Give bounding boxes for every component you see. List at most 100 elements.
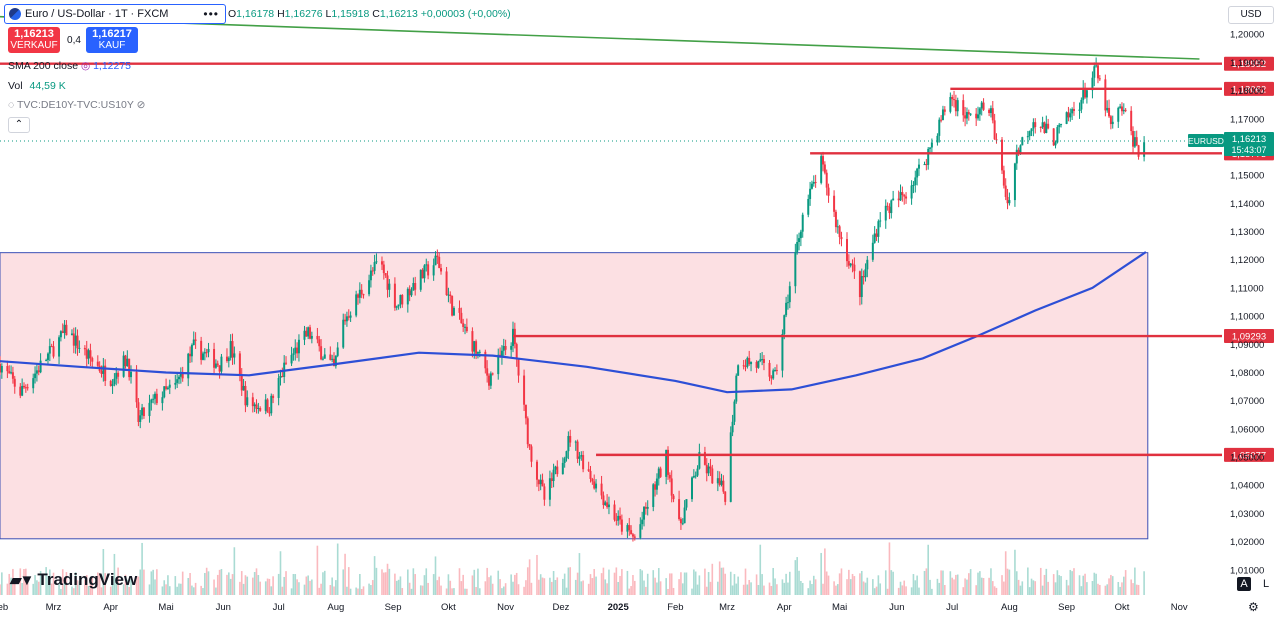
candle-body bbox=[270, 395, 273, 414]
candle-body bbox=[975, 113, 978, 119]
volume-bar bbox=[652, 570, 655, 595]
volume-bar bbox=[202, 588, 204, 595]
volume-bar bbox=[931, 588, 933, 595]
candle-body bbox=[375, 261, 378, 263]
volume-bar bbox=[174, 576, 177, 595]
candle-body bbox=[126, 358, 129, 367]
volume-bar bbox=[980, 577, 983, 595]
candle-body bbox=[342, 319, 345, 348]
candle-body bbox=[550, 478, 553, 482]
volume-bar bbox=[884, 570, 887, 595]
volume-bar bbox=[523, 586, 525, 595]
sma-settings-icon[interactable]: ◎ bbox=[80, 60, 91, 72]
volume-bar bbox=[851, 573, 854, 595]
volume-bar bbox=[1028, 587, 1031, 595]
y-tick-label: 1,14000 bbox=[1230, 199, 1264, 210]
symbol-title-box[interactable]: Euro / US-Dollar · 1T · FXCM ••• bbox=[4, 4, 226, 24]
volume-bar bbox=[359, 573, 361, 595]
log-scale-button[interactable]: L bbox=[1262, 578, 1270, 590]
volume-bar bbox=[659, 581, 662, 595]
candle-body bbox=[259, 408, 262, 411]
candle-body bbox=[834, 211, 837, 228]
compare-indicator-legend[interactable]: ◌ TVC:DE10Y-TVC:US10Y ⊘ bbox=[8, 99, 146, 111]
candle-body bbox=[995, 139, 998, 141]
candle-body bbox=[1084, 88, 1087, 98]
x-tick-label: Aug bbox=[1001, 602, 1018, 613]
volume-bar bbox=[903, 580, 906, 595]
candle-body bbox=[587, 469, 590, 471]
sell-button[interactable]: 1,16213 VERKAUF bbox=[8, 27, 60, 53]
volume-bar bbox=[886, 588, 889, 595]
candle-body bbox=[633, 536, 636, 538]
volume-bar bbox=[1067, 585, 1070, 595]
candle-body bbox=[731, 421, 734, 433]
candle-body bbox=[563, 458, 566, 463]
volume-bar bbox=[602, 567, 605, 595]
volume-bar bbox=[1008, 569, 1011, 595]
candle-body bbox=[91, 358, 94, 362]
gear-icon[interactable]: ⚙ bbox=[1248, 600, 1259, 614]
candle-body bbox=[711, 468, 714, 484]
x-tick-label: Okt bbox=[441, 602, 456, 613]
candle-body bbox=[1120, 106, 1123, 112]
volume-bar bbox=[323, 570, 326, 595]
candle-body bbox=[775, 369, 778, 371]
candle-body bbox=[672, 495, 675, 500]
candle-body bbox=[678, 499, 681, 520]
volume-bar bbox=[1054, 582, 1057, 595]
candle-body bbox=[1001, 139, 1004, 171]
hidden-eye-icon[interactable]: ⊘ bbox=[136, 99, 146, 111]
candle-body bbox=[336, 347, 339, 356]
auto-scale-button[interactable]: A bbox=[1237, 577, 1251, 591]
volume-bar bbox=[606, 583, 608, 595]
volume-bar bbox=[178, 583, 180, 595]
candle-body bbox=[668, 474, 671, 479]
candle-body bbox=[788, 286, 791, 303]
volume-bar bbox=[925, 568, 928, 595]
candle-body bbox=[912, 184, 915, 186]
candle-body bbox=[641, 519, 644, 525]
volume-bar bbox=[32, 583, 35, 595]
candle-body bbox=[690, 477, 693, 500]
candle-body bbox=[150, 399, 153, 403]
volume-bar bbox=[462, 574, 464, 595]
volume-bar bbox=[1041, 585, 1044, 595]
volume-bar bbox=[357, 588, 359, 595]
candle-body bbox=[233, 353, 236, 358]
sma-indicator-legend[interactable]: SMA 200 close ◎ 1,12275 bbox=[8, 60, 132, 72]
candle-body bbox=[744, 365, 747, 367]
volume-indicator-legend[interactable]: Vol 44,59 K bbox=[8, 80, 66, 92]
more-options-icon[interactable]: ••• bbox=[203, 7, 219, 21]
volume-bar bbox=[150, 571, 153, 595]
y-tick-label: 1,04000 bbox=[1230, 481, 1264, 492]
volume-bar bbox=[949, 571, 952, 595]
chevron-up-icon[interactable]: ⌃ bbox=[8, 117, 30, 133]
volume-bar bbox=[152, 569, 154, 595]
volume-bar bbox=[1069, 569, 1072, 595]
volume-bar bbox=[794, 560, 797, 595]
volume-bar bbox=[388, 568, 391, 595]
volume-bar bbox=[646, 573, 649, 595]
volume-bar bbox=[1027, 567, 1029, 595]
volume-bar bbox=[113, 553, 116, 595]
volume-bar bbox=[1143, 571, 1145, 595]
volume-bar bbox=[65, 572, 68, 595]
overlay-lines-layer bbox=[0, 15, 1222, 457]
buy-button[interactable]: 1,16217 KAUF bbox=[86, 27, 138, 53]
candle-body bbox=[189, 353, 192, 357]
volume-bar bbox=[942, 570, 944, 595]
volume-bar bbox=[425, 568, 428, 595]
volume-bar bbox=[502, 586, 505, 595]
candle-body bbox=[334, 355, 337, 367]
volume-bar bbox=[678, 579, 680, 595]
candle-body bbox=[860, 276, 863, 298]
volume-bar bbox=[875, 586, 878, 595]
candle-body bbox=[554, 466, 557, 470]
candle-body bbox=[192, 339, 195, 345]
candle-body bbox=[722, 480, 725, 492]
currency-selector[interactable]: USD bbox=[1228, 6, 1274, 24]
y-tick-label: 1,12000 bbox=[1230, 255, 1264, 266]
volume-bar bbox=[270, 586, 273, 595]
volume-bar bbox=[680, 572, 682, 595]
